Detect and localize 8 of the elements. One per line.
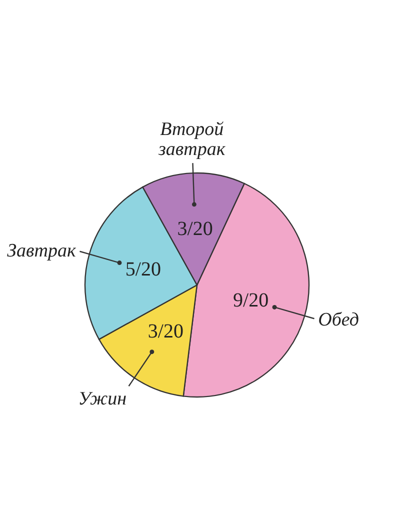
data-label: 5/20 — [125, 258, 161, 281]
data-label: 3/20 — [177, 218, 213, 240]
slice-label: Завтрак — [7, 240, 77, 262]
slice-label: Обед — [318, 310, 359, 331]
data-label: 3/20 — [148, 320, 184, 342]
data-label: 9/20 — [233, 289, 269, 312]
slice-label: Ужин — [78, 388, 127, 410]
slice-label: Второй завтрак — [158, 119, 226, 160]
